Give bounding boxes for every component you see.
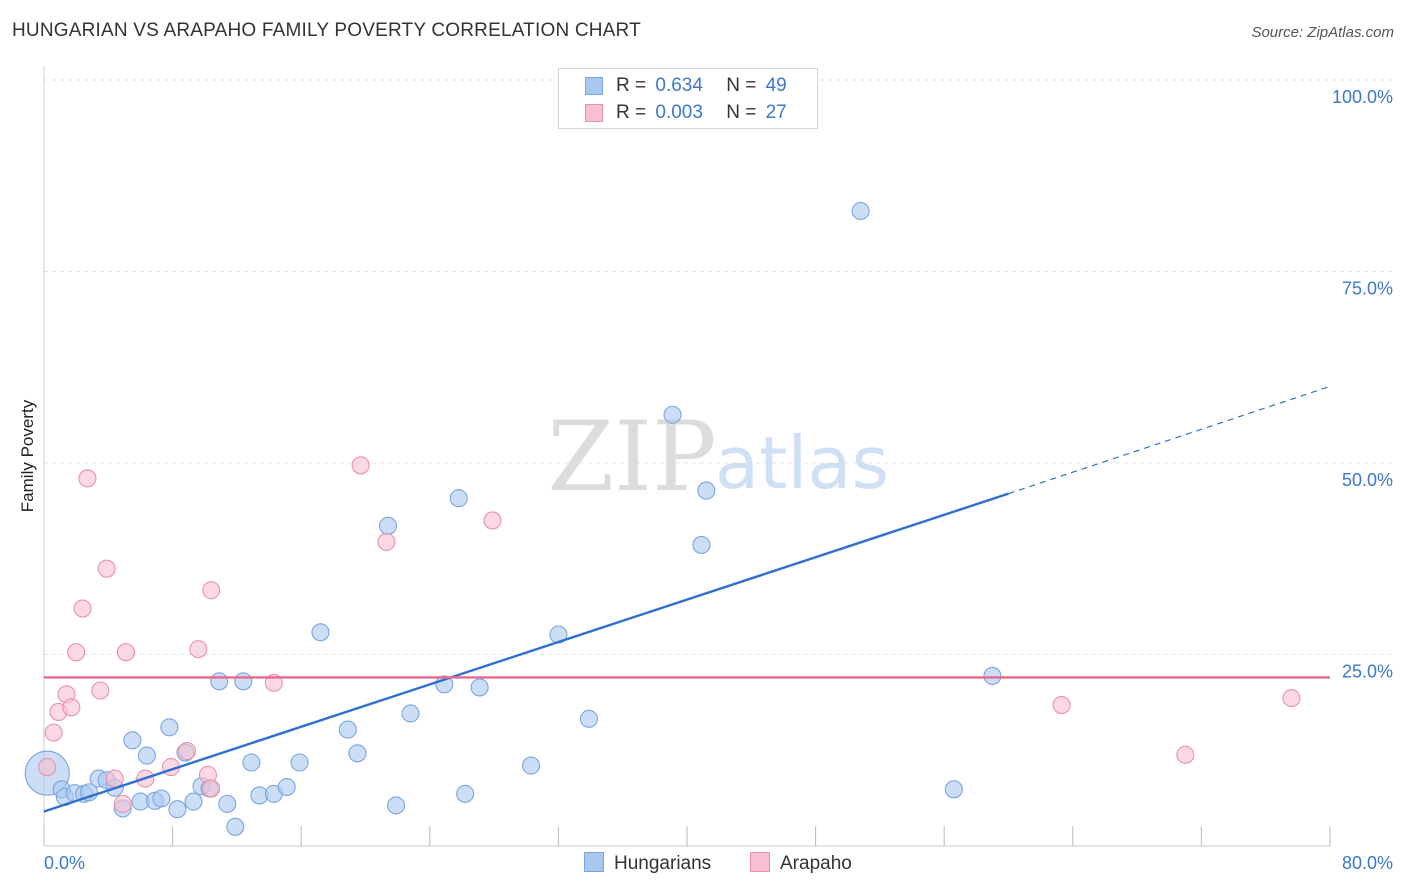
data-points	[24, 201, 1301, 836]
data-point-arapaho	[1176, 745, 1195, 764]
data-point-arapaho	[1052, 696, 1071, 715]
x-tick-label: 80.0%	[1342, 853, 1393, 873]
data-point-hungarians	[234, 672, 253, 691]
data-point-hungarians	[311, 623, 330, 642]
data-point-hungarians	[348, 744, 367, 763]
data-point-hungarians	[386, 796, 406, 815]
y-tick-label: 50.0%	[1342, 470, 1393, 490]
legend-r-value: 0.634	[655, 75, 703, 96]
legend-swatch-hungarians	[584, 852, 604, 872]
data-point-arapaho	[202, 581, 221, 600]
data-point-hungarians	[160, 718, 179, 737]
data-point-hungarians	[983, 666, 1002, 685]
data-point-hungarians	[152, 789, 171, 808]
chart-title: HUNGARIAN VS ARAPAHO FAMILY POVERTY CORR…	[12, 20, 641, 41]
legend-n-value: 49	[765, 75, 787, 96]
data-point-arapaho	[44, 723, 63, 742]
legend-r-label: R =	[616, 75, 647, 96]
data-point-arapaho	[67, 643, 86, 662]
data-point-arapaho	[91, 681, 110, 700]
data-point-hungarians	[123, 731, 142, 750]
trend-lines	[43, 385, 1331, 813]
data-point-hungarians	[697, 481, 716, 500]
legend-swatch-arapaho	[585, 104, 603, 122]
data-point-arapaho	[105, 769, 124, 788]
data-point-hungarians	[338, 720, 357, 739]
watermark-zip: ZIP	[547, 401, 716, 513]
watermark-atlas: atlas	[715, 421, 889, 505]
data-point-arapaho	[116, 643, 136, 662]
legend-swatch-arapaho	[750, 852, 770, 872]
data-point-hungarians	[218, 794, 237, 813]
data-point-hungarians	[470, 678, 489, 697]
legend-swatch-hungarians	[585, 77, 603, 95]
data-point-hungarians	[944, 780, 963, 799]
data-point-hungarians	[401, 704, 420, 723]
x-tick-label: 0.0%	[44, 853, 85, 873]
data-point-hungarians	[579, 709, 598, 728]
trend-line-extension	[1008, 385, 1331, 495]
data-point-hungarians	[79, 783, 99, 802]
data-point-hungarians	[851, 201, 870, 221]
data-point-hungarians	[242, 753, 261, 772]
data-point-arapaho	[351, 456, 370, 475]
data-point-arapaho	[377, 532, 396, 551]
data-point-hungarians	[210, 672, 229, 691]
data-point-hungarians	[449, 489, 468, 508]
watermark: ZIP atlas	[547, 401, 889, 513]
data-point-arapaho	[483, 511, 502, 530]
data-point-hungarians	[378, 516, 398, 535]
data-point-hungarians	[226, 817, 245, 836]
y-axis-label: Family Poverty	[18, 399, 37, 512]
data-point-hungarians	[277, 777, 296, 797]
data-point-arapaho	[178, 741, 197, 761]
data-point-hungarians	[137, 746, 156, 765]
y-tick-label: 100.0%	[1332, 87, 1393, 107]
series-legend-arapaho: Arapaho	[750, 852, 852, 875]
data-point-hungarians	[290, 753, 309, 772]
y-tick-label: 75.0%	[1342, 279, 1393, 299]
data-point-arapaho	[189, 640, 208, 659]
chart-source: Source: ZipAtlas.com	[1251, 24, 1394, 41]
legend-label-arapaho: Arapaho	[780, 853, 852, 874]
data-point-arapaho	[1282, 689, 1301, 708]
data-point-hungarians	[522, 756, 541, 775]
data-point-arapaho	[113, 794, 132, 813]
grid-lines	[44, 79, 1394, 655]
data-point-hungarians	[456, 784, 475, 803]
data-point-hungarians	[184, 792, 203, 811]
legend-label-hungarians: Hungarians	[614, 853, 712, 874]
tick-labels: 100.0% 75.0% 50.0% 25.0% 0.0% 80.0%	[44, 87, 1393, 873]
data-point-arapaho	[202, 779, 221, 798]
legend-r-label: R =	[616, 102, 647, 123]
series-legend-hungarians: Hungarians	[584, 852, 711, 875]
data-point-arapaho	[78, 469, 97, 488]
data-point-hungarians	[663, 405, 682, 424]
correlation-legend: R = 0.634 N = 49 R = 0.003 N = 27	[558, 68, 818, 129]
data-point-arapaho	[73, 599, 92, 618]
data-point-arapaho	[97, 559, 116, 578]
data-point-hungarians	[692, 535, 711, 555]
axes	[43, 66, 1331, 847]
legend-n-value: 27	[765, 102, 787, 123]
trend-line-hungarians	[43, 492, 1009, 813]
legend-n-label: N =	[726, 102, 757, 123]
legend-r-value: 0.003	[655, 102, 703, 123]
data-point-arapaho	[62, 698, 81, 717]
data-point-hungarians	[168, 800, 187, 819]
legend-n-label: N =	[726, 75, 757, 96]
y-tick-label: 25.0%	[1342, 662, 1393, 682]
data-point-arapaho	[38, 758, 57, 777]
